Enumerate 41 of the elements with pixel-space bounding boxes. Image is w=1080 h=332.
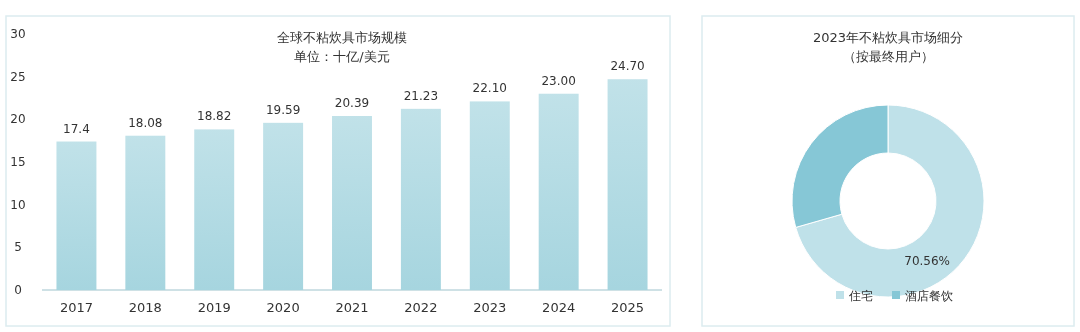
bar	[538, 93, 579, 290]
x-tick-label: 2021	[335, 300, 369, 315]
data-label: 21.23	[403, 88, 439, 103]
bar	[607, 79, 648, 290]
data-label: 18.82	[197, 109, 232, 124]
text: 单位：十亿/美元	[294, 49, 390, 64]
bar	[194, 129, 235, 290]
y-tick-label: 25	[10, 69, 26, 84]
y-tick-label: 10	[10, 197, 26, 212]
y-tick-label: 20	[10, 112, 26, 127]
data-label: 17.4	[63, 121, 90, 136]
data-label: 18.08	[128, 115, 163, 130]
data-label: 19.59	[265, 102, 301, 117]
bar	[400, 108, 441, 290]
bar	[56, 141, 97, 290]
data-label: 70.56%	[904, 254, 951, 269]
chart-title: 全球不粘炊具市场规模	[277, 30, 407, 45]
x-tick-label: 2023	[473, 300, 507, 315]
y-tick-label: 15	[10, 155, 26, 169]
data-label: 24.70	[610, 59, 645, 74]
data-label: 20.39	[334, 96, 370, 111]
legend-label: 酒店餐饮	[905, 289, 953, 303]
chart-subtitle: （按最终用户）	[842, 49, 934, 64]
x-tick-label: 2025	[611, 300, 645, 315]
bar	[263, 122, 304, 290]
bar	[332, 116, 372, 290]
y-tick-label: 5	[14, 240, 22, 255]
data-label: 23.00	[541, 73, 576, 88]
x-tick-label: 2022	[404, 300, 438, 315]
chart-title: 2023年不粘炊具市场细分	[812, 30, 964, 45]
x-tick-label: 2020	[266, 300, 300, 315]
bar	[469, 101, 510, 290]
legend-label: 住宅	[848, 289, 873, 303]
bar	[125, 135, 166, 290]
x-tick-label: 2017	[59, 300, 93, 315]
data-label: 22.10	[472, 81, 507, 96]
x-tick-label: 2019	[197, 300, 231, 315]
x-tick-label: 2018	[128, 300, 162, 315]
x-tick-label: 2024	[542, 300, 576, 315]
y-tick-label: 0	[14, 283, 22, 297]
y-tick-label: 30	[10, 27, 26, 41]
